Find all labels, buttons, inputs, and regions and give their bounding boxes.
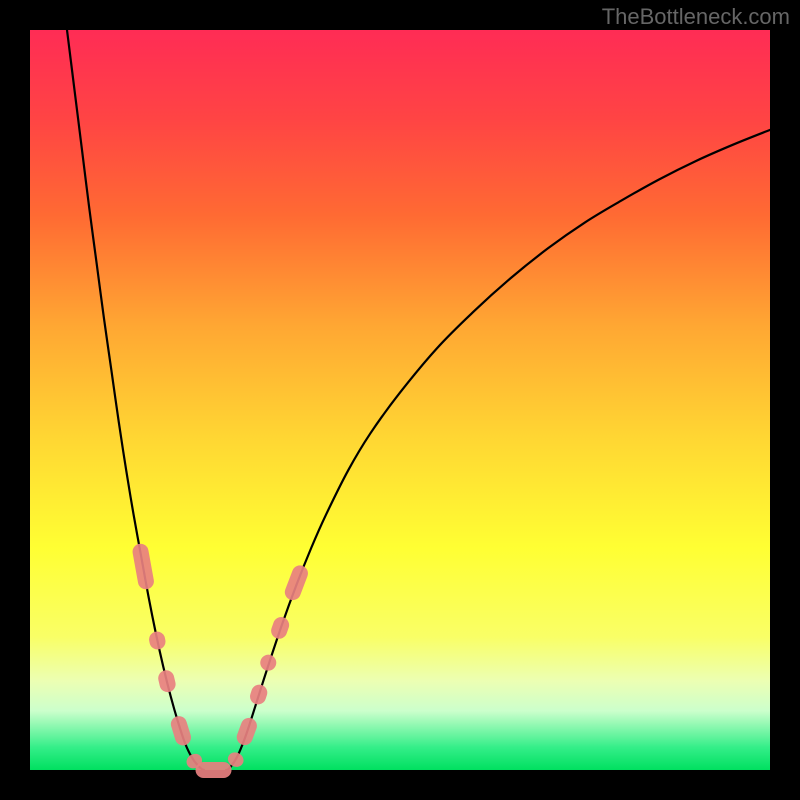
plot-area	[30, 30, 770, 770]
chart-container: TheBottleneck.com	[0, 0, 800, 800]
bottleneck-chart	[0, 0, 800, 800]
data-marker	[196, 762, 232, 778]
